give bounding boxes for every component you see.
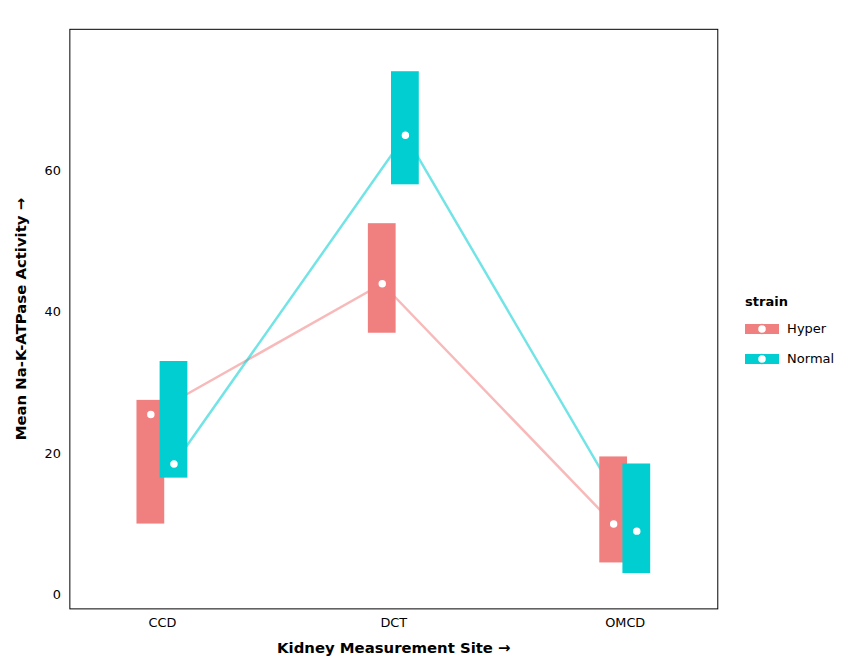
svg-text:Mean Na-K-ATPase Activity →: Mean Na-K-ATPase Activity →: [12, 198, 30, 440]
html-text:Normal: Normal: [787, 351, 835, 366]
svg-text:Kidney Measurement Site →: Kidney Measurement Site →: [277, 640, 511, 658]
html-text:Hyper: Hyper: [787, 321, 827, 336]
html-text:strain: strain: [745, 293, 788, 309]
svg-text:OMCD: OMCD: [605, 615, 645, 630]
svg-text:CCD: CCD: [148, 615, 176, 630]
svg-text:0: 0: [53, 587, 61, 602]
svg-text:40: 40: [45, 304, 61, 319]
svg-text:20: 20: [45, 446, 61, 461]
svg-text:60: 60: [45, 163, 61, 178]
svg-text:DCT: DCT: [380, 615, 407, 630]
